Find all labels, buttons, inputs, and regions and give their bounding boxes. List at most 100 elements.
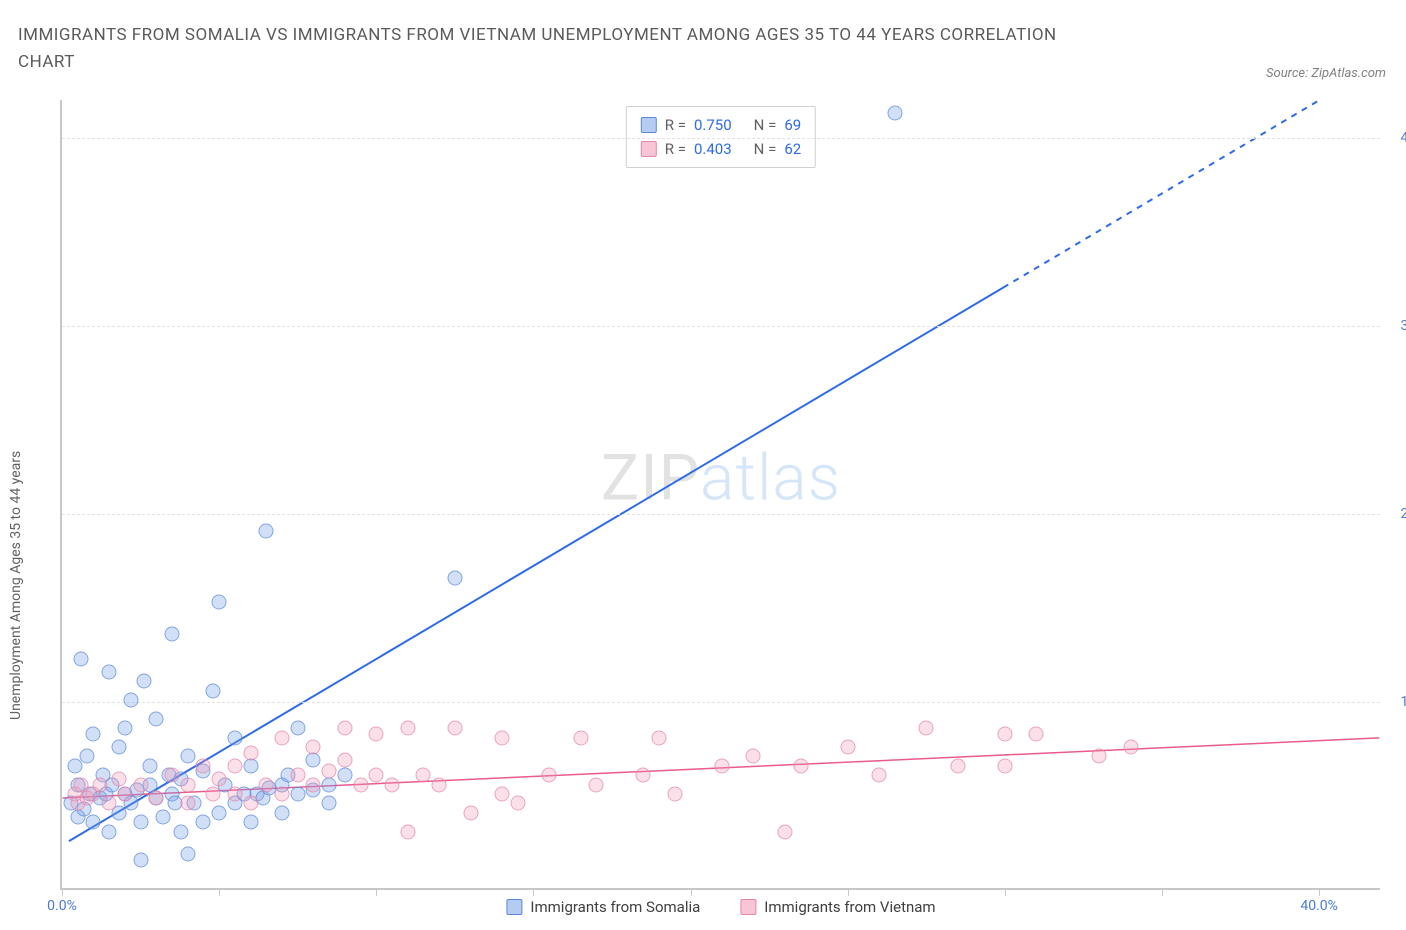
swatch-blue <box>506 899 522 915</box>
point-somalia <box>322 796 337 811</box>
x-tick <box>1005 888 1006 896</box>
point-vietnam <box>447 721 462 736</box>
point-vietnam <box>1092 749 1107 764</box>
point-vietnam <box>165 768 180 783</box>
point-vietnam <box>542 768 557 783</box>
point-somalia <box>67 758 82 773</box>
gridline <box>62 514 1380 515</box>
legend-item-vietnam: Immigrants from Vietnam <box>740 898 935 916</box>
point-vietnam <box>243 745 258 760</box>
n-value-somalia: 69 <box>784 113 801 137</box>
point-vietnam <box>793 758 808 773</box>
point-vietnam <box>369 768 384 783</box>
point-somalia <box>243 758 258 773</box>
point-somalia <box>102 664 117 679</box>
y-tick-label: 30.0% <box>1400 318 1406 334</box>
point-vietnam <box>353 777 368 792</box>
point-vietnam <box>133 777 148 792</box>
point-somalia <box>174 824 189 839</box>
x-tick-label: 0.0% <box>47 898 77 914</box>
x-tick <box>533 888 534 896</box>
point-somalia <box>149 711 164 726</box>
point-vietnam <box>243 796 258 811</box>
point-vietnam <box>275 786 290 801</box>
point-somalia <box>80 749 95 764</box>
point-vietnam <box>117 786 132 801</box>
y-tick-label: 40.0% <box>1400 130 1406 146</box>
point-somalia <box>887 106 902 121</box>
point-vietnam <box>400 824 415 839</box>
point-vietnam <box>667 786 682 801</box>
point-somalia <box>337 768 352 783</box>
point-vietnam <box>919 721 934 736</box>
r-value-vietnam: 0.403 <box>694 137 732 161</box>
series-legend: Immigrants from Somalia Immigrants from … <box>506 898 935 916</box>
point-somalia <box>86 815 101 830</box>
point-somalia <box>212 805 227 820</box>
y-axis-label: Unemployment Among Ages 35 to 44 years <box>8 451 24 720</box>
n-label: N = <box>754 113 777 137</box>
x-tick <box>1319 888 1320 896</box>
watermark: ZIPatlas <box>601 441 841 516</box>
r-value-somalia: 0.750 <box>694 113 732 137</box>
point-vietnam <box>416 768 431 783</box>
point-somalia <box>205 683 220 698</box>
swatch-pink <box>641 141 657 157</box>
point-vietnam <box>227 786 242 801</box>
point-somalia <box>259 523 274 538</box>
point-vietnam <box>652 730 667 745</box>
point-somalia <box>306 753 321 768</box>
point-vietnam <box>385 777 400 792</box>
point-vietnam <box>306 739 321 754</box>
point-vietnam <box>950 758 965 773</box>
point-vietnam <box>227 758 242 773</box>
x-tick <box>219 888 220 896</box>
point-vietnam <box>259 777 274 792</box>
point-vietnam <box>400 721 415 736</box>
point-vietnam <box>92 777 107 792</box>
point-vietnam <box>573 730 588 745</box>
point-vietnam <box>306 777 321 792</box>
gridline <box>62 138 1380 139</box>
point-vietnam <box>212 771 227 786</box>
gridline <box>62 326 1380 327</box>
point-vietnam <box>180 777 195 792</box>
point-vietnam <box>997 726 1012 741</box>
point-vietnam <box>275 730 290 745</box>
x-tick <box>691 888 692 896</box>
legend-label-vietnam: Immigrants from Vietnam <box>764 898 935 916</box>
point-vietnam <box>510 796 525 811</box>
point-somalia <box>212 595 227 610</box>
legend-label-somalia: Immigrants from Somalia <box>530 898 700 916</box>
point-vietnam <box>337 721 352 736</box>
point-vietnam <box>777 824 792 839</box>
point-somalia <box>290 721 305 736</box>
point-vietnam <box>463 805 478 820</box>
legend-item-somalia: Immigrants from Somalia <box>506 898 700 916</box>
point-vietnam <box>872 768 887 783</box>
x-tick <box>1162 888 1163 896</box>
point-somalia <box>133 815 148 830</box>
point-vietnam <box>997 758 1012 773</box>
point-vietnam <box>1123 739 1138 754</box>
point-somalia <box>227 730 242 745</box>
x-tick <box>848 888 849 896</box>
point-somalia <box>180 749 195 764</box>
point-vietnam <box>589 777 604 792</box>
point-vietnam <box>495 786 510 801</box>
point-vietnam <box>205 786 220 801</box>
point-vietnam <box>149 790 164 805</box>
point-somalia <box>73 651 88 666</box>
point-vietnam <box>715 758 730 773</box>
point-vietnam <box>337 753 352 768</box>
point-somalia <box>447 570 462 585</box>
point-somalia <box>133 852 148 867</box>
point-somalia <box>165 627 180 642</box>
point-somalia <box>322 777 337 792</box>
y-tick-label: 10.0% <box>1400 694 1406 710</box>
source-attribution: Source: ZipAtlas.com <box>1266 66 1386 81</box>
point-vietnam <box>840 739 855 754</box>
scatter-plot: ZIPatlas R = 0.750 N = 69 R = 0.403 N = … <box>60 100 1380 890</box>
x-tick <box>62 888 63 896</box>
point-somalia <box>117 721 132 736</box>
